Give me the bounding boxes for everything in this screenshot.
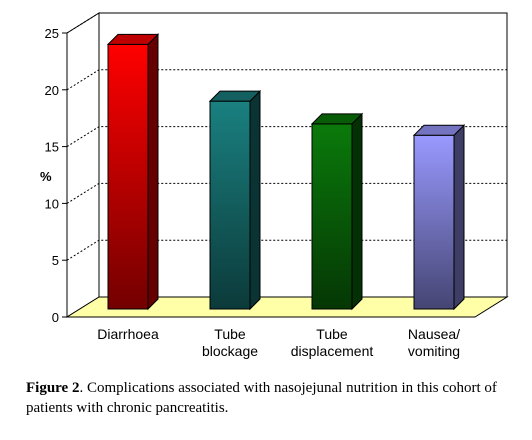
- bar-top: [208, 90, 262, 102]
- bar-side: [249, 89, 261, 311]
- y-tick-label-5: 5: [52, 253, 59, 268]
- gridline-15: [66, 126, 507, 148]
- figure-label: Figure 2: [26, 380, 80, 396]
- category-label-2: Tube blockage: [202, 326, 258, 359]
- gridline-20: [66, 69, 507, 91]
- category-labels: Diarrhoea Tube blockage Tube displacement Nau…: [97, 326, 460, 359]
- figure-caption: Figure 2. Complications associated with …: [26, 378, 526, 418]
- bars: [106, 33, 466, 311]
- y-axis-label: %: [40, 169, 52, 184]
- gridlines: [66, 12, 507, 261]
- bar-front: [311, 123, 353, 310]
- bar-side: [351, 112, 363, 311]
- bar-front: [209, 100, 251, 310]
- bar-front: [107, 43, 149, 310]
- bar-3: [310, 112, 364, 311]
- category-label-3: Tube displacement: [291, 326, 374, 359]
- gridline-5: [66, 239, 507, 261]
- bar-4: [412, 124, 466, 311]
- bar-side: [147, 33, 159, 311]
- y-tick-label-20: 20: [45, 83, 59, 98]
- bar-chart: 0 5 10 15 20 25 Diarrhoea Tube blockage Tube disp…: [40, 12, 509, 359]
- gridline-25: [66, 12, 507, 34]
- bar-top: [310, 113, 364, 125]
- axes: [66, 33, 475, 318]
- category-label-1: Diarrhoea: [97, 326, 159, 342]
- bar-top: [106, 33, 160, 45]
- side-wall: [66, 12, 100, 318]
- y-tick-label-0: 0: [52, 310, 59, 325]
- bar-side: [453, 124, 465, 311]
- y-tick-labels: 0 5 10 15 20 25: [45, 26, 67, 325]
- category-label-4: Nausea/vomiting: [408, 326, 460, 359]
- y-tick-label-25: 25: [45, 26, 59, 41]
- bar-2: [208, 89, 262, 311]
- bar-1: [106, 33, 160, 311]
- bar-front: [413, 134, 455, 310]
- bar-top: [412, 124, 466, 136]
- y-tick-label-15: 15: [45, 140, 59, 155]
- caption-text: . Complications associated with nasojeju…: [26, 380, 497, 416]
- y-tick-label-10: 10: [45, 196, 59, 211]
- gridline-10: [66, 182, 507, 204]
- chart-walls: [65, 12, 509, 318]
